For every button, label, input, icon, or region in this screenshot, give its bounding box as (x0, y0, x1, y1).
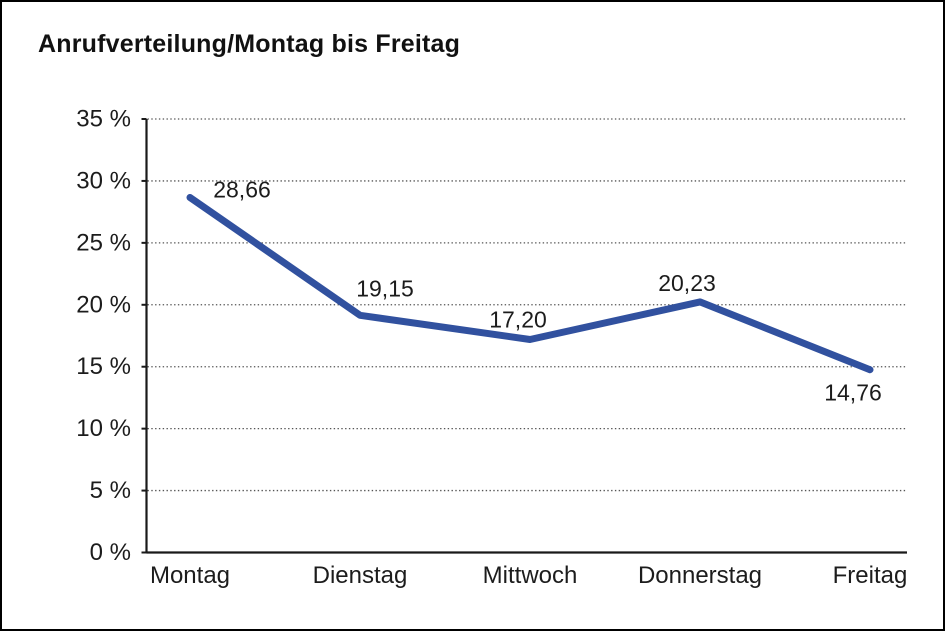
data-label: 14,76 (824, 380, 882, 406)
data-label: 20,23 (658, 270, 716, 296)
y-tick-label: 20 % (76, 291, 131, 318)
data-label: 17,20 (489, 306, 547, 332)
data-line (186, 194, 874, 374)
chart-title: Anrufverteilung/Montag bis Freitag (38, 30, 461, 58)
x-category-label: Montag (150, 562, 230, 589)
y-tick-label: 5 % (90, 477, 131, 504)
x-category-label: Freitag (833, 562, 908, 589)
x-category-label: Donnerstag (638, 562, 762, 589)
y-tick-label: 15 % (76, 353, 131, 380)
y-tick-label: 35 % (76, 106, 131, 133)
y-tick-label: 30 % (76, 167, 131, 194)
y-tick-label: 0 % (90, 539, 131, 566)
y-tick-label: 25 % (76, 229, 131, 256)
y-tick-label: 10 % (76, 415, 131, 442)
data-label: 19,15 (356, 275, 414, 301)
x-category-label: Mittwoch (483, 562, 578, 589)
x-category-label: Dienstag (313, 562, 408, 589)
data-label: 28,66 (213, 177, 271, 203)
